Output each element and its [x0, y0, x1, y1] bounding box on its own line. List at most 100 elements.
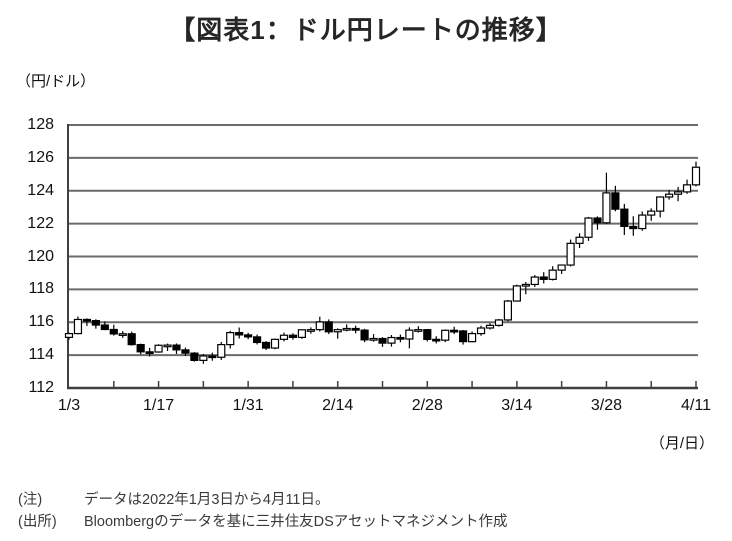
- footer-notes: (注) データは2022年1月3日から4月11日。 (出所) Bloomberg…: [18, 489, 507, 533]
- candle-body-1/31: [244, 334, 253, 338]
- y-axis-unit-label: （円/ドル）: [16, 73, 96, 90]
- x-tick-label-3/14: 3/14: [501, 397, 533, 414]
- source-label: (出所): [18, 514, 57, 530]
- candle-body-1/10: [109, 328, 118, 335]
- candle-body-2/11: [324, 321, 333, 333]
- candle-body-1/17: [154, 344, 163, 353]
- note-row: (注) データは2022年1月3日から4月11日。: [18, 489, 507, 511]
- candle-body-3/14: [512, 285, 521, 302]
- x-tick-label-4/11: 4/11: [681, 397, 711, 414]
- candle-body-1/13: [136, 344, 145, 353]
- y-tick-label-112: 112: [28, 379, 54, 396]
- x-tick-label-3/28: 3/28: [590, 397, 622, 414]
- candle-body-2/10: [315, 321, 324, 331]
- note-text: データは2022年1月3日から4月11日。: [84, 492, 330, 508]
- candle-body-1/11: [118, 333, 127, 336]
- y-tick-label-118: 118: [28, 280, 54, 298]
- candle-body-4/5: [656, 196, 665, 212]
- x-tick-label-2/14: 2/14: [322, 397, 354, 414]
- candle-body-4/1: [638, 214, 647, 230]
- x-tick-label-1/31: 1/31: [232, 397, 264, 414]
- candle-body-1/21: [190, 352, 199, 361]
- y-tick-label-114: 114: [28, 346, 54, 364]
- candle-body-4/6: [665, 193, 674, 198]
- candle-body-2/23: [396, 336, 405, 340]
- candle-body-2/2: [261, 341, 271, 349]
- candle-body-2/9: [306, 329, 315, 332]
- x-tick-label-1/3: 1/3: [57, 397, 81, 414]
- candle-body-3/3: [450, 329, 459, 333]
- candle-body-3/10: [494, 319, 504, 326]
- candle-body-2/21: [378, 337, 387, 344]
- note-label: (注): [18, 492, 43, 508]
- candle-body-4/7: [673, 191, 683, 195]
- candle-body-2/18: [369, 337, 378, 341]
- candle-body-3/16: [530, 276, 539, 286]
- candle-body-3/22: [566, 242, 575, 266]
- candle-body-3/2: [441, 329, 450, 341]
- candle-body-3/28: [602, 192, 611, 224]
- candle-body-4/4: [647, 210, 656, 216]
- x-axis-unit-label: （月/日）: [649, 435, 714, 452]
- candle-body-2/3: [270, 338, 280, 349]
- candle-body-4/11: [691, 166, 701, 186]
- y-tick-label-124: 124: [27, 181, 54, 199]
- candle-body-2/25: [414, 329, 423, 332]
- candle-body-3/4: [459, 330, 468, 343]
- candle-body-2/17: [360, 329, 369, 341]
- candle-body-1/12: [127, 333, 136, 346]
- x-tick-label-1/17: 1/17: [142, 397, 175, 414]
- candle-body-1/5: [82, 318, 92, 322]
- candle-body-3/11: [503, 300, 512, 321]
- candle-body-3/31: [629, 225, 638, 230]
- candle-body-2/7: [288, 334, 298, 338]
- candle-body-3/9: [485, 324, 495, 329]
- y-tick-label-116: 116: [28, 313, 54, 331]
- candle-body-1/25: [208, 355, 217, 359]
- candle-body-2/22: [387, 336, 396, 344]
- candle-body-3/25: [593, 217, 602, 224]
- candle-body-3/17: [539, 276, 548, 280]
- candle-body-1/26: [217, 344, 226, 358]
- candle-body-3/21: [557, 264, 566, 271]
- candle-body-2/28: [423, 329, 432, 340]
- candle-body-2/24: [405, 329, 414, 340]
- candle-body-1/4: [73, 318, 83, 335]
- candle-body-1/18: [163, 344, 172, 348]
- candle-body-3/18: [548, 269, 557, 280]
- candle-body-1/3: [64, 332, 74, 338]
- candle-body-1/28: [235, 332, 244, 336]
- candle-body-1/24: [199, 355, 208, 361]
- candle-body-1/27: [226, 332, 235, 346]
- candle-body-3/24: [584, 217, 593, 238]
- candle-body-3/7: [467, 332, 477, 343]
- candle-body-3/23: [575, 236, 584, 244]
- candle-body-2/1: [253, 336, 262, 344]
- candle-body-2/16: [351, 327, 360, 331]
- candle-body-2/14: [333, 329, 342, 333]
- candle-body-1/6: [91, 320, 100, 326]
- candle-body-1/20: [181, 349, 190, 354]
- candle-body-1/19: [172, 344, 181, 351]
- candle-body-1/7: [100, 324, 109, 331]
- candle-body-1/14: [145, 351, 154, 355]
- chart-title: 【図表1：ドル円レートの推移】: [169, 15, 563, 45]
- candle-body-2/8: [297, 329, 306, 338]
- y-tick-label-120: 120: [27, 247, 54, 265]
- source-text: Bloombergのデータを基に三井住友DSアセットマネジメント作成: [84, 514, 508, 530]
- candle-body-2/15: [342, 327, 351, 331]
- candle-body-3/8: [476, 327, 486, 335]
- source-row: (出所) Bloombergのデータを基に三井住友DSアセットマネジメント作成: [18, 511, 507, 533]
- y-tick-label-128: 128: [27, 116, 54, 133]
- candle-body-3/29: [611, 192, 620, 210]
- candle-body-3/15: [521, 283, 530, 287]
- candle-body-2/4: [279, 334, 289, 340]
- y-tick-label-122: 122: [27, 214, 54, 232]
- candle-body-3/1: [432, 338, 441, 342]
- x-tick-label-2/28: 2/28: [411, 397, 443, 414]
- candle-body-4/8: [682, 184, 692, 193]
- candle-body-3/30: [620, 208, 629, 228]
- y-tick-label-126: 126: [27, 148, 54, 166]
